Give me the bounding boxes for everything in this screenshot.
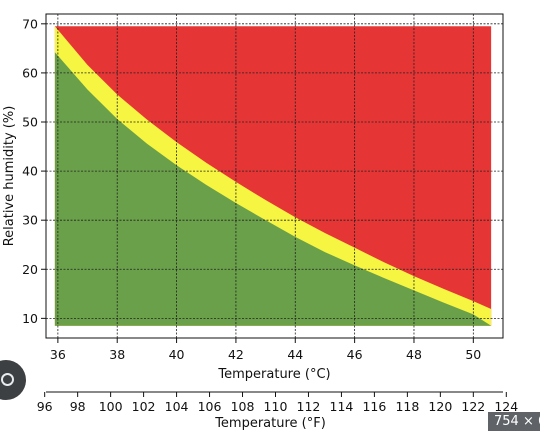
x2-tick-label: 104 <box>165 399 189 414</box>
x2-tick-label: 110 <box>264 399 288 414</box>
x-tick-label: 40 <box>169 347 185 362</box>
x-tick-label: 48 <box>406 347 422 362</box>
x2-axis-title: Temperature (°F) <box>214 416 326 431</box>
y-tick-label: 70 <box>22 16 38 31</box>
x2-tick-label: 118 <box>395 399 419 414</box>
x-tick-label: 42 <box>228 347 244 362</box>
y-axis-title: Relative humidity (%) <box>2 106 17 247</box>
x2-tick-label: 98 <box>70 399 86 414</box>
x-tick-label: 44 <box>287 347 303 362</box>
x2-tick-label: 124 <box>494 399 518 414</box>
plot-frame <box>45 13 504 339</box>
x2-tick-label: 122 <box>461 399 485 414</box>
x2-tick-label: 120 <box>428 399 452 414</box>
x2-tick-label: 106 <box>198 399 222 414</box>
x-tick-label: 50 <box>465 347 481 362</box>
y-tick-label: 50 <box>22 115 38 130</box>
x-tick-label: 46 <box>347 347 363 362</box>
x2-tick-label: 96 <box>37 399 53 414</box>
y-tick-label: 20 <box>22 262 38 277</box>
y-tick-label: 30 <box>22 213 38 228</box>
danger-region <box>54 52 492 326</box>
x2-tick-label: 108 <box>231 399 255 414</box>
x2-tick-label: 116 <box>362 399 386 414</box>
y-tick-label: 40 <box>22 164 38 179</box>
x-tick-label: 38 <box>109 347 125 362</box>
x2-tick-label: 102 <box>132 399 156 414</box>
image-size-badge: 754 × 6 <box>488 412 540 431</box>
x2-tick-label: 112 <box>297 399 321 414</box>
x2-tick-label: 114 <box>330 399 354 414</box>
x-tick-label: 36 <box>50 347 66 362</box>
y-tick-label: 10 <box>22 311 38 326</box>
x-axis-title: Temperature (°C) <box>217 367 330 382</box>
y-tick-label: 60 <box>22 65 38 80</box>
x2-tick-label: 100 <box>99 399 123 414</box>
